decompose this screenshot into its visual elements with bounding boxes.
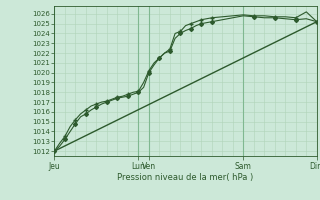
X-axis label: Pression niveau de la mer( hPa ): Pression niveau de la mer( hPa ) [117,173,254,182]
